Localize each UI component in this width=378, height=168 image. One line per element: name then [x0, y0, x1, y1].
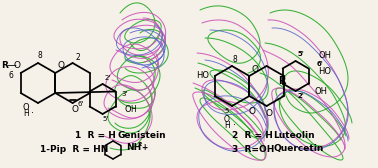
Text: 2': 2': [104, 75, 111, 81]
Text: O: O: [23, 102, 29, 112]
Text: 2: 2: [137, 141, 141, 146]
Text: OH: OH: [314, 87, 327, 95]
Text: 2  R = H: 2 R = H: [232, 132, 273, 140]
Text: HO: HO: [197, 72, 209, 80]
Text: 1-Pip  R = HN: 1-Pip R = HN: [40, 145, 108, 155]
Text: ·: ·: [232, 120, 235, 130]
Text: HO: HO: [318, 67, 331, 75]
Text: ·: ·: [31, 108, 34, 118]
Text: H: H: [131, 104, 136, 114]
Text: O: O: [224, 115, 230, 123]
Text: —: —: [6, 60, 16, 70]
Text: 5: 5: [225, 108, 229, 114]
Text: 2': 2': [297, 93, 304, 99]
Text: 6: 6: [9, 71, 14, 79]
Text: O: O: [265, 109, 272, 117]
Text: O: O: [71, 106, 78, 115]
Text: 3': 3': [121, 91, 128, 97]
Text: Genistein: Genistein: [117, 132, 166, 140]
Text: Luteolin: Luteolin: [273, 132, 314, 140]
Text: O: O: [248, 107, 255, 116]
Text: 8: 8: [38, 52, 42, 60]
Text: OH: OH: [318, 52, 331, 60]
Text: 5': 5': [102, 116, 109, 122]
Text: R: R: [278, 76, 285, 86]
Text: 6': 6': [316, 61, 323, 67]
Text: O: O: [124, 104, 131, 114]
Text: 3  R=OH: 3 R=OH: [232, 144, 274, 154]
Text: O: O: [251, 65, 259, 74]
Text: 5': 5': [297, 51, 304, 57]
Text: 2: 2: [75, 52, 80, 61]
Text: H: H: [23, 109, 29, 117]
Text: Quercetin: Quercetin: [273, 144, 323, 154]
Text: R: R: [2, 60, 8, 70]
Text: 8: 8: [232, 54, 237, 64]
Text: O: O: [57, 61, 65, 71]
Text: +: +: [141, 142, 147, 152]
Text: H: H: [224, 120, 230, 130]
Text: 1  R = H: 1 R = H: [75, 132, 116, 140]
Text: NH: NH: [126, 142, 141, 152]
Text: O: O: [14, 60, 20, 70]
Text: 6': 6': [77, 101, 84, 107]
